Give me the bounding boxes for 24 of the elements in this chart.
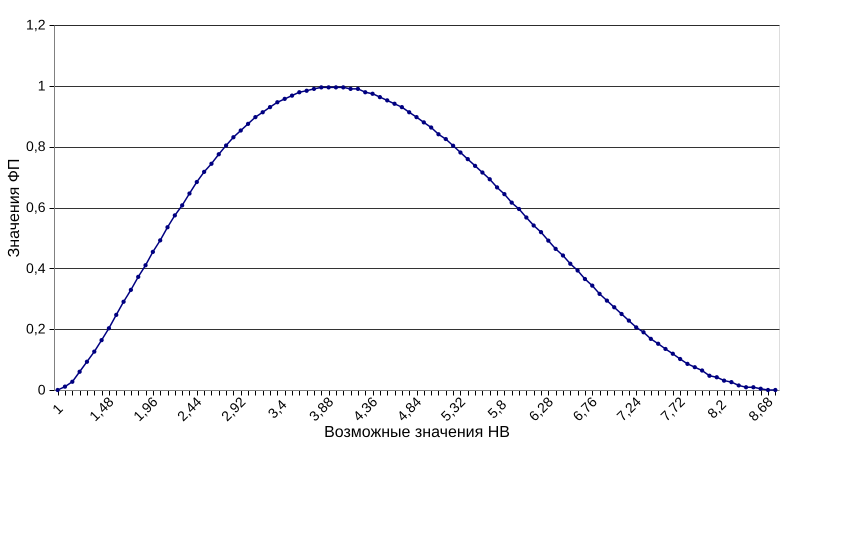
x-tick-label: 1,48	[86, 393, 117, 424]
x-tick-label: 1	[49, 400, 66, 418]
x-tick-label: 5,32	[438, 393, 468, 424]
x-tick-label: 3,4	[264, 396, 290, 422]
x-tick-label: 3,88	[306, 393, 337, 424]
x-tick-label: 8,68	[745, 393, 776, 424]
x-tick-label: 1,96	[130, 393, 161, 424]
y-axis-title: Значения ФП	[6, 158, 24, 258]
x-tick-label: 6,76	[569, 393, 600, 424]
y-tick-label: 1,2	[26, 16, 46, 32]
x-tick-label: 4,36	[350, 393, 380, 424]
y-tick-label: 0,6	[26, 199, 46, 215]
y-tick-label: 0,2	[26, 320, 46, 337]
y-tick-label: 0,4	[26, 260, 46, 276]
x-tick-label: 6,28	[525, 393, 556, 424]
y-tick-label: 0	[38, 382, 46, 398]
y-tick-label: 1	[38, 77, 46, 94]
x-tick-label: 7,72	[657, 393, 688, 424]
x-tick-label: 5,8	[484, 396, 510, 422]
x-axis-title: Возможные значения НВ	[324, 424, 510, 442]
x-tick-label: 7,24	[613, 393, 644, 424]
x-tick-label: 8,2	[704, 396, 730, 422]
y-tick-label: 0,8	[26, 138, 46, 154]
x-tick-label: 4,84	[394, 393, 424, 424]
